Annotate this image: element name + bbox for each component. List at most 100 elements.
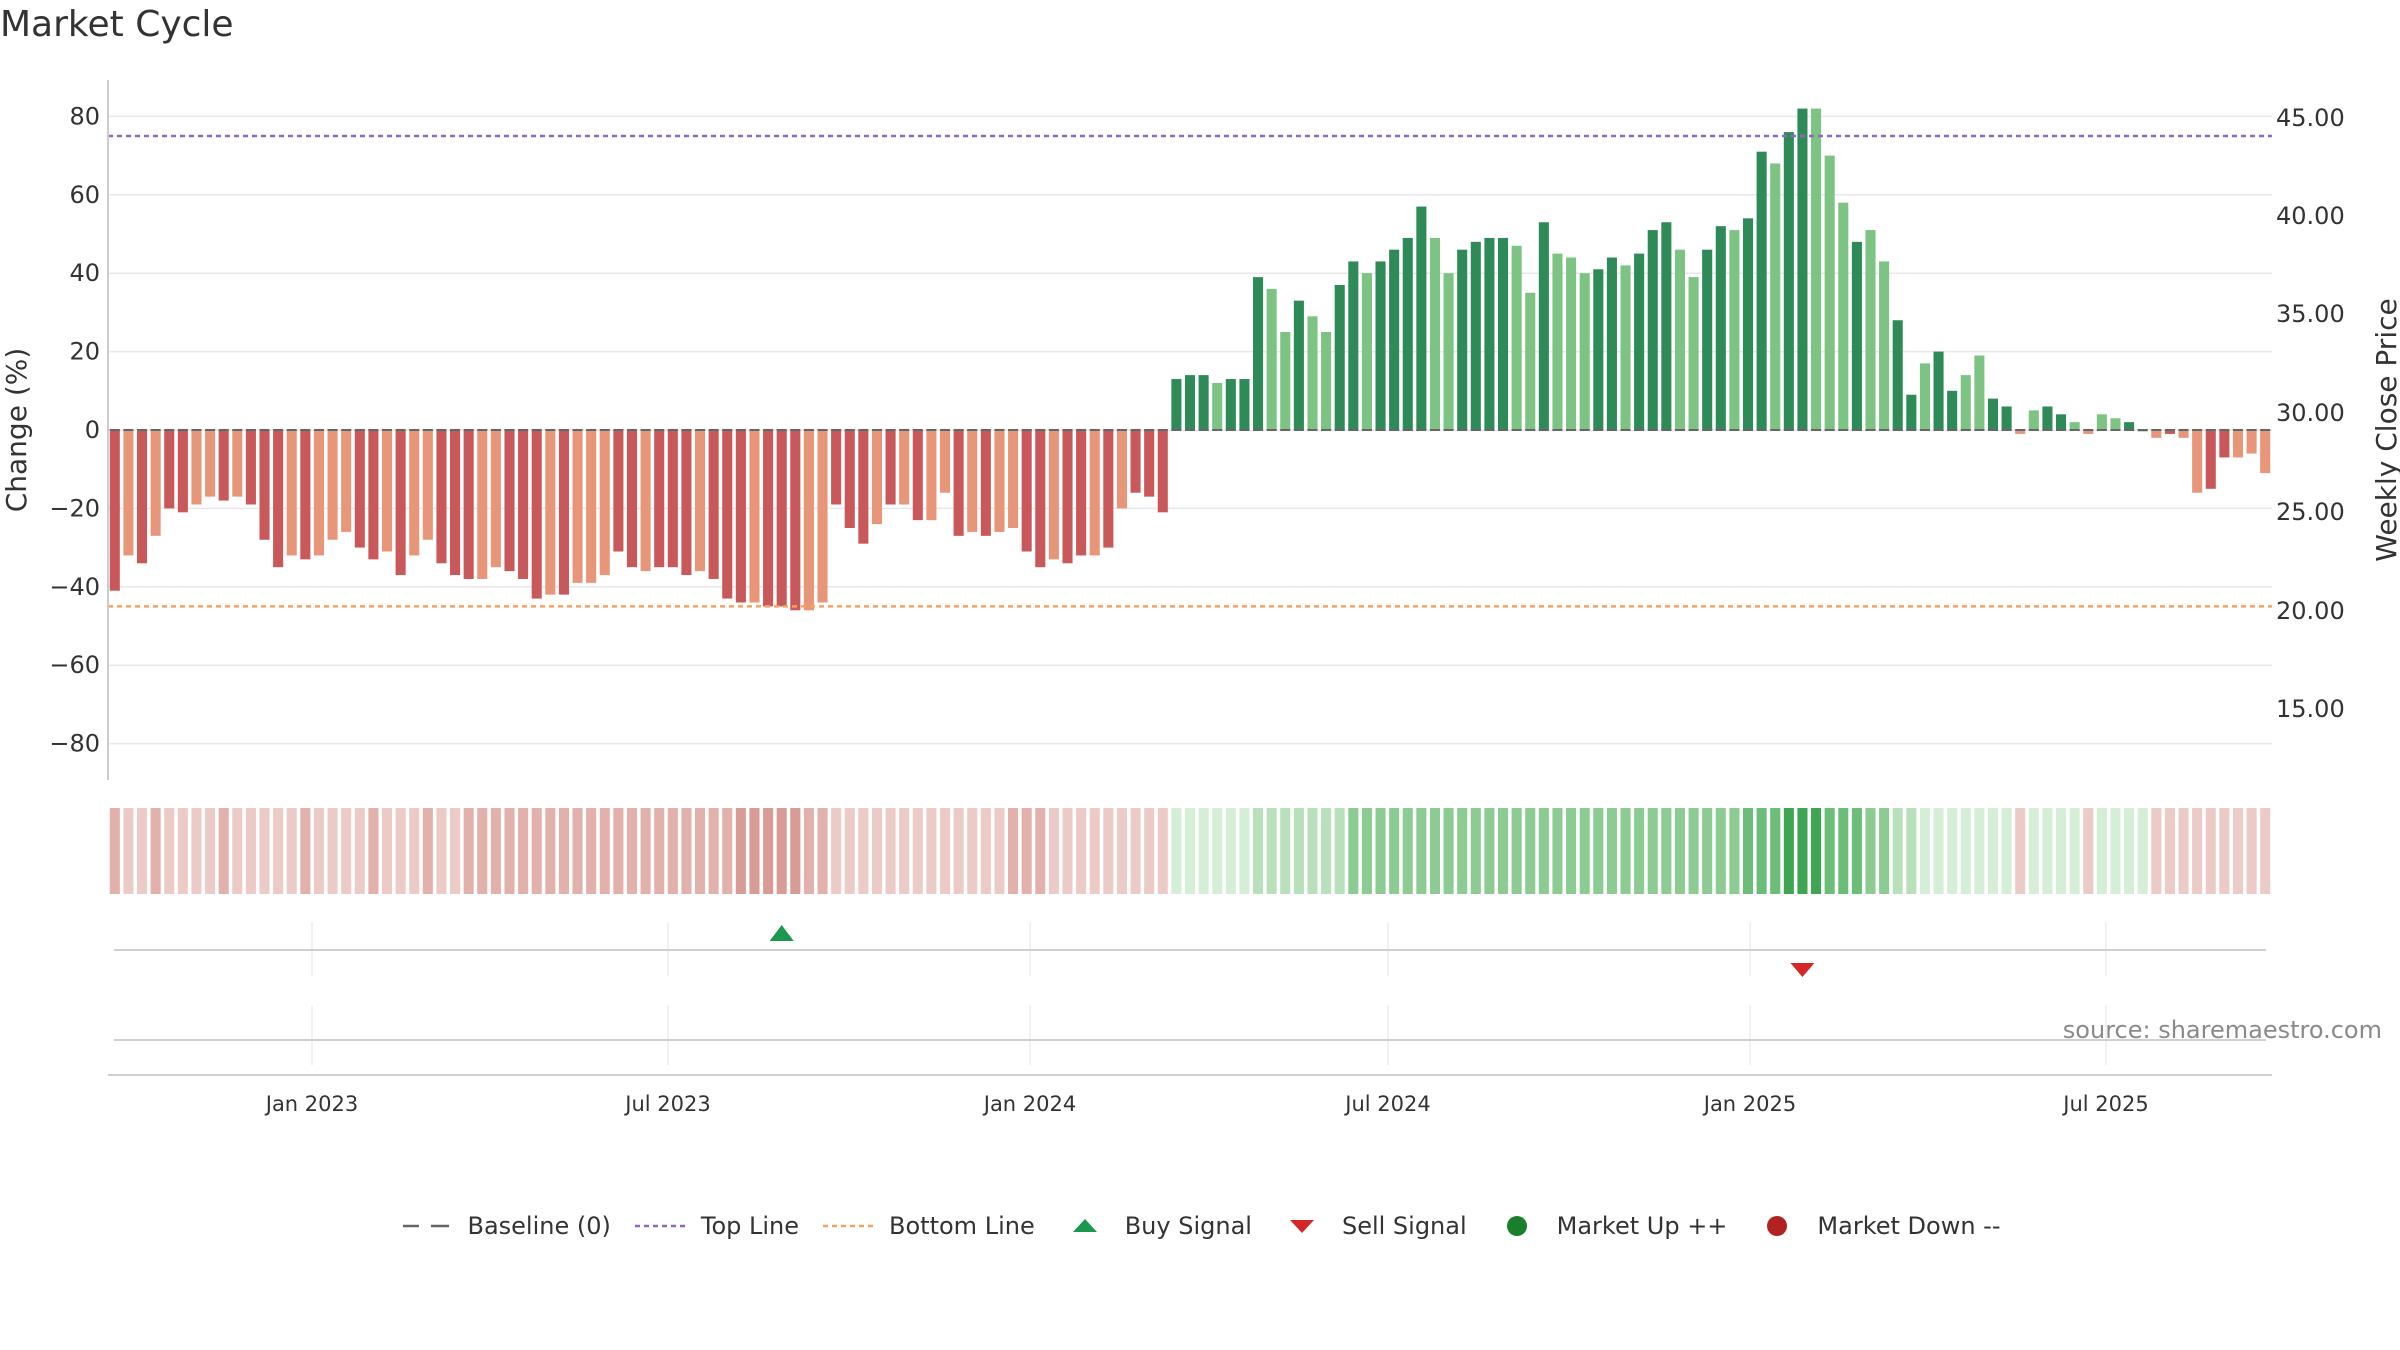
- change-bar: [2205, 430, 2216, 489]
- change-bar: [1321, 332, 1332, 430]
- strip-cell: [2219, 808, 2230, 894]
- strip-cell: [150, 808, 161, 894]
- legend-item: Market Down --: [1749, 1212, 2001, 1240]
- strip-cell: [259, 808, 270, 894]
- strip-cell: [2110, 808, 2121, 894]
- source-note: source: sharemaestro.com: [2062, 1016, 2382, 1044]
- strip-cell: [1429, 808, 1441, 894]
- strip-cell: [1361, 808, 1372, 894]
- change-bar: [1116, 430, 1127, 509]
- legend-circle: [1767, 1216, 1788, 1236]
- strip-cell: [381, 808, 393, 894]
- change-bar: [1987, 398, 1999, 430]
- strip-cell: [286, 808, 297, 894]
- strip-cell: [817, 808, 828, 894]
- change-bar: [1756, 151, 1767, 430]
- strip-cell: [109, 808, 120, 894]
- strip-cell: [1048, 808, 1059, 894]
- change-bar: [545, 430, 556, 595]
- change-bar: [1797, 108, 1808, 430]
- change-bar: [1266, 288, 1277, 430]
- legend-label: Buy Signal: [1124, 1212, 1252, 1240]
- change-bar: [1280, 332, 1291, 430]
- change-bar: [1171, 379, 1182, 430]
- strip-cell: [1144, 808, 1155, 894]
- strip-cell: [1062, 808, 1073, 894]
- change-bar: [1865, 230, 1876, 430]
- strip-cell: [844, 808, 855, 894]
- change-bar: [1947, 390, 1958, 430]
- strip-cell: [218, 808, 229, 894]
- change-bar: [1838, 202, 1849, 430]
- change-bar: [477, 430, 488, 579]
- strip-cell: [1552, 808, 1563, 894]
- y-axis-title: Change (%): [0, 348, 33, 513]
- change-bar: [1035, 430, 1046, 568]
- strip-cell: [136, 808, 148, 894]
- change-bar: [2083, 430, 2094, 434]
- strip-cell: [776, 808, 787, 894]
- change-bar: [164, 430, 175, 509]
- strip-cell: [558, 808, 569, 894]
- change-bar: [518, 430, 529, 579]
- change-bar: [2056, 414, 2067, 430]
- y-tick-label: 80: [69, 102, 100, 130]
- y-tick-label: −20: [49, 494, 100, 522]
- change-bar: [2164, 430, 2175, 434]
- change-bar: [463, 430, 474, 579]
- change-bar: [1389, 249, 1400, 430]
- change-bar: [1062, 430, 1073, 564]
- legend-item: Buy Signal: [1057, 1212, 1252, 1240]
- strip-cell: [1212, 808, 1223, 894]
- strip-cell: [1987, 808, 1999, 894]
- strip-cell: [1702, 808, 1713, 894]
- strip-cell: [1661, 808, 1672, 894]
- change-bar: [695, 430, 706, 572]
- change-bar: [191, 430, 202, 505]
- x-tick-label: Jan 2024: [982, 1092, 1077, 1116]
- strip-cell: [749, 808, 760, 894]
- change-bar: [232, 430, 243, 497]
- change-bar: [2015, 430, 2026, 434]
- change-bar: [1416, 206, 1427, 430]
- x-tick-label: Jul 2024: [1343, 1092, 1430, 1116]
- strip-cell: [1729, 808, 1740, 894]
- change-bar: [1089, 430, 1100, 556]
- change-bar: [1157, 430, 1168, 513]
- change-bar: [763, 430, 774, 607]
- strip-cell: [1198, 808, 1209, 894]
- change-bar: [1253, 277, 1264, 430]
- strip-cell: [409, 808, 420, 894]
- change-bar: [1906, 394, 1917, 430]
- strip-cell: [1076, 808, 1087, 894]
- strip-cell: [2178, 808, 2189, 894]
- change-bar: [1457, 249, 1468, 430]
- strip-cell: [327, 808, 338, 894]
- change-bar: [1620, 265, 1631, 430]
- change-bar: [749, 430, 760, 603]
- strip-cell: [980, 808, 991, 894]
- change-bar: [123, 430, 134, 556]
- change-bars: [109, 108, 2271, 611]
- change-bar: [1048, 430, 1059, 560]
- gridlines: [108, 115, 2272, 745]
- strip-cell: [273, 808, 284, 894]
- strip-cell: [953, 808, 964, 894]
- strip-cell: [626, 808, 638, 894]
- strip-cell: [1688, 808, 1699, 894]
- change-bar: [1021, 430, 1032, 552]
- strip-cell: [1838, 808, 1849, 894]
- legend-triangle: [1072, 1219, 1097, 1232]
- change-bar: [2219, 430, 2230, 458]
- change-bar: [436, 430, 447, 564]
- y-tick-label: −60: [49, 651, 100, 679]
- change-bar: [681, 430, 692, 576]
- x-tick-label: Jan 2025: [1702, 1092, 1797, 1116]
- strip-cell: [1647, 808, 1658, 894]
- strip-cell: [1715, 808, 1726, 894]
- change-bar: [1184, 375, 1196, 430]
- strip-cell: [1389, 808, 1400, 894]
- strip-cell: [2205, 808, 2216, 894]
- change-bar: [1239, 379, 1250, 430]
